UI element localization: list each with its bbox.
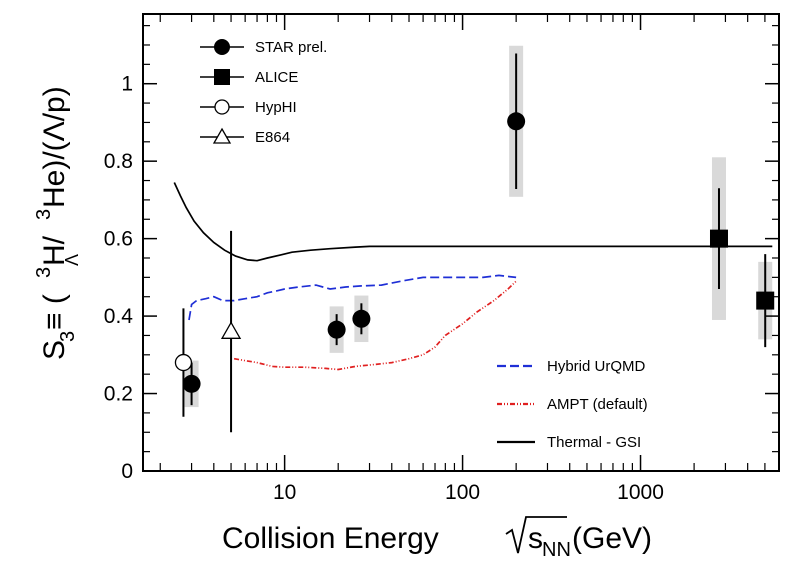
legend-label: E864 xyxy=(255,129,290,146)
legend-label: ALICE xyxy=(255,69,298,86)
legend-marker-symbol xyxy=(214,99,230,115)
y-axis-title-he: He)/(Λ/p) xyxy=(38,86,71,208)
y-axis-title-sup2: 3 xyxy=(33,209,55,220)
x-tick-label: 10 xyxy=(273,481,296,504)
y-axis-title-h: H/ xyxy=(38,235,71,266)
legend-label: Thermal - GSI xyxy=(547,434,641,451)
y-tick-label: 0.2 xyxy=(104,383,133,406)
legend-marker-symbol xyxy=(214,39,230,55)
legend: STAR prel. ALICE HypHI E864 Hybrid UrQMD AMPT… xyxy=(200,39,648,451)
y-axis-title: S 3 ≡ ( 3 H/ Λ 3 He)/(Λ/p) xyxy=(33,86,82,360)
axis-ticks: 0 0.2 0.4 0.6 0.8 1 10 100 1000 xyxy=(104,14,780,504)
model-curves xyxy=(173,182,773,371)
curve-thermal-gsi xyxy=(173,182,773,262)
curve-ampt-default xyxy=(233,280,517,371)
point-star-prel xyxy=(507,112,526,131)
x-axis-title-sub: NN xyxy=(542,539,571,561)
legend-label: HypHI xyxy=(255,99,297,116)
point-star-prel xyxy=(182,374,201,393)
y-axis-title-sup: 3 xyxy=(33,267,55,278)
point-alice xyxy=(756,291,775,310)
point-alice xyxy=(709,229,728,248)
x-axis-title: Collision Energy s NN (GeV) xyxy=(222,516,652,561)
x-axis-title-main: Collision Energy xyxy=(222,522,439,555)
x-tick-label: 100 xyxy=(445,481,480,504)
y-tick-label: 0 xyxy=(121,460,133,483)
legend-marker-symbol xyxy=(212,127,232,144)
y-tick-label: 1 xyxy=(121,73,133,96)
point-star-prel xyxy=(352,309,371,328)
plot-frame xyxy=(142,13,780,472)
point-e864 xyxy=(220,321,242,339)
point-star-prel xyxy=(327,320,346,339)
legend-label: Hybrid UrQMD xyxy=(547,358,646,375)
x-axis-title-s: s xyxy=(528,522,543,555)
y-axis-title-s: S xyxy=(38,340,71,360)
y-tick-label: 0.4 xyxy=(104,305,134,328)
y-tick-label: 0.8 xyxy=(104,150,133,173)
legend-label: STAR prel. xyxy=(255,39,327,56)
legend-label: AMPT (default) xyxy=(547,396,648,413)
legend-marker-symbol xyxy=(214,69,230,85)
y-tick-label: 0.6 xyxy=(104,228,133,251)
sqrt-symbol xyxy=(505,516,567,554)
curve-hybrid-urqmd xyxy=(188,274,517,321)
point-hyphi xyxy=(174,353,193,372)
x-tick-label: 1000 xyxy=(617,481,664,504)
y-axis-title-lambda-sub: Λ xyxy=(62,254,82,266)
y-axis-title-eq: ≡ ( xyxy=(38,294,71,330)
y-axis-title-s-sub: 3 xyxy=(57,331,79,342)
x-axis-title-unit: (GeV) xyxy=(572,522,652,555)
data-points xyxy=(174,53,775,433)
